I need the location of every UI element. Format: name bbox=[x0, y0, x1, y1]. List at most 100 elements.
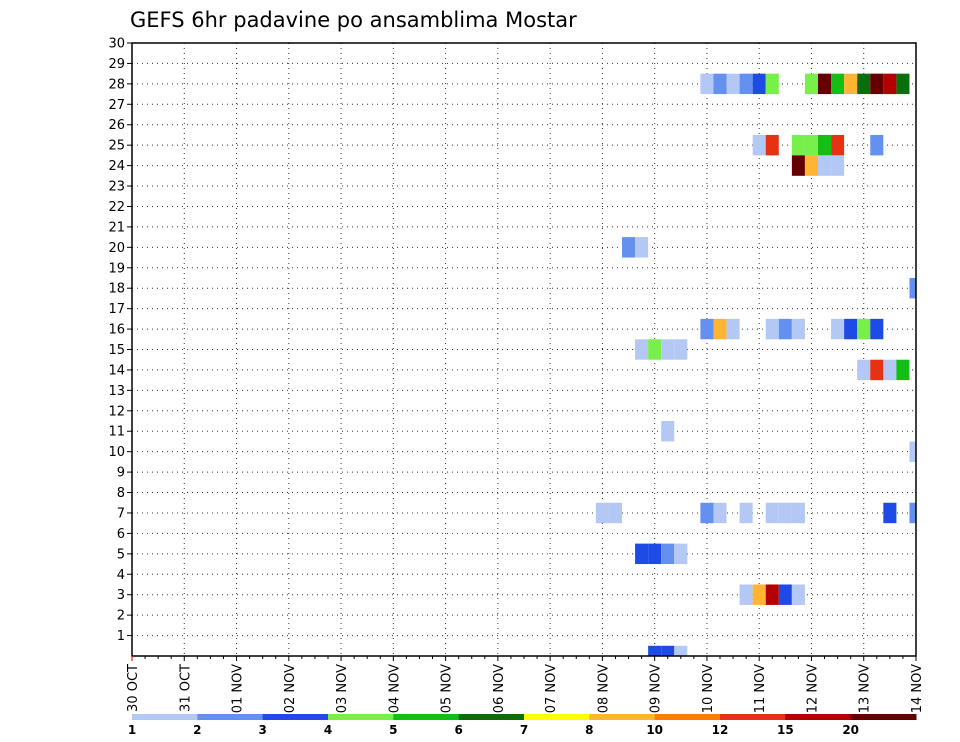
legend-level-label: 4 bbox=[324, 723, 332, 737]
precip-cell bbox=[765, 73, 779, 95]
precip-cell bbox=[883, 502, 897, 524]
y-tick-label: 13 bbox=[108, 384, 125, 399]
y-tick-label: 20 bbox=[108, 241, 125, 256]
precip-cell bbox=[883, 73, 897, 95]
precip-cell bbox=[595, 502, 609, 524]
precip-cell bbox=[713, 318, 727, 340]
legend-swatch bbox=[785, 714, 852, 720]
precip-cell bbox=[870, 359, 884, 381]
precip-cell bbox=[648, 543, 662, 565]
precip-cell bbox=[844, 73, 858, 95]
legend-level-label: 15 bbox=[777, 723, 794, 737]
y-axis: 1234567891011121314151617181920212223242… bbox=[108, 37, 132, 644]
legend-swatch bbox=[197, 714, 264, 720]
x-tick-label: 13 NOV bbox=[858, 664, 873, 713]
x-tick-label: 09 NOV bbox=[649, 664, 664, 713]
precip-cell bbox=[778, 584, 792, 605]
precip-cell bbox=[791, 318, 805, 340]
y-tick-label: 16 bbox=[108, 323, 125, 338]
y-tick-label: 7 bbox=[117, 506, 125, 521]
precip-cell bbox=[661, 421, 675, 442]
legend-level-label: 12 bbox=[712, 723, 729, 737]
precip-cell bbox=[857, 359, 871, 381]
precip-cell bbox=[831, 155, 845, 176]
y-tick-label: 9 bbox=[117, 466, 125, 481]
precip-cell bbox=[896, 359, 910, 381]
y-tick-label: 4 bbox=[117, 568, 125, 583]
y-tick-label: 8 bbox=[117, 486, 125, 501]
y-tick-label: 3 bbox=[117, 588, 125, 603]
legend-swatch bbox=[393, 714, 460, 720]
x-tick-label: 07 NOV bbox=[544, 664, 559, 713]
x-tick-label: 10 NOV bbox=[701, 664, 716, 713]
precip-cell bbox=[778, 318, 792, 340]
legend-swatch bbox=[524, 714, 590, 720]
precip-cell bbox=[635, 339, 649, 360]
legend-level-label: 6 bbox=[454, 723, 462, 737]
y-tick-label: 28 bbox=[108, 77, 125, 92]
precip-cell bbox=[661, 339, 675, 360]
precip-cell bbox=[726, 73, 740, 95]
precip-cell bbox=[700, 318, 714, 340]
precip-cell bbox=[661, 645, 675, 656]
precip-cell bbox=[608, 502, 622, 524]
y-tick-label: 22 bbox=[108, 200, 125, 215]
y-tick-label: 12 bbox=[108, 404, 125, 419]
x-tick-label: 12 NOV bbox=[805, 664, 820, 713]
precip-cell bbox=[870, 134, 884, 156]
y-tick-label: 19 bbox=[108, 261, 125, 276]
legend-level-label: 5 bbox=[389, 723, 397, 737]
legend-swatch bbox=[132, 714, 198, 720]
legend-swatch bbox=[262, 714, 329, 720]
precip-cell bbox=[857, 73, 871, 95]
precip-cell bbox=[674, 543, 688, 565]
precip-cell bbox=[661, 543, 675, 565]
x-tick-label: 06 NOV bbox=[492, 664, 507, 713]
precip-cell bbox=[883, 359, 897, 381]
y-tick-label: 1 bbox=[117, 629, 125, 644]
precip-cell bbox=[791, 502, 805, 524]
precip-cell bbox=[791, 155, 805, 176]
y-tick-label: 26 bbox=[108, 118, 125, 133]
precip-cell bbox=[909, 441, 916, 462]
precip-cell bbox=[752, 73, 766, 95]
y-tick-label: 10 bbox=[108, 445, 125, 460]
precip-cell bbox=[818, 155, 832, 176]
precip-cell bbox=[831, 318, 845, 340]
y-tick-label: 17 bbox=[108, 302, 125, 317]
precip-cell bbox=[648, 339, 662, 360]
x-tick-label: 14 NOV bbox=[910, 664, 925, 713]
precip-cell bbox=[700, 73, 714, 95]
precip-cell bbox=[857, 318, 871, 340]
x-tick-label: 03 NOV bbox=[335, 664, 350, 713]
precip-cell bbox=[778, 502, 792, 524]
precip-cell bbox=[635, 543, 649, 565]
precip-cell bbox=[674, 339, 688, 360]
x-tick-label: 05 NOV bbox=[440, 664, 455, 713]
precip-cell bbox=[765, 134, 779, 156]
legend-level-label: 20 bbox=[842, 723, 859, 737]
x-tick-label: 01 NOV bbox=[231, 664, 246, 713]
x-tick-label: 11 NOV bbox=[753, 664, 768, 713]
y-tick-label: 27 bbox=[108, 98, 125, 113]
y-tick-label: 23 bbox=[108, 180, 125, 195]
legend-level-label: 3 bbox=[258, 723, 266, 737]
precip-cell bbox=[739, 73, 753, 95]
precip-cell bbox=[804, 134, 818, 156]
precip-cell bbox=[818, 73, 832, 95]
legend-level-label: 8 bbox=[585, 723, 593, 737]
y-tick-label: 5 bbox=[117, 547, 125, 562]
precip-cell bbox=[765, 584, 779, 605]
x-tick-label: 31 OCT bbox=[178, 664, 193, 712]
legend-swatch bbox=[654, 714, 721, 720]
color-legend: 1 2 3 4 5 6 7 8 10 12 15 20 bbox=[128, 714, 917, 737]
precip-cell bbox=[648, 645, 662, 656]
precip-cell bbox=[791, 134, 805, 156]
y-tick-label: 25 bbox=[108, 139, 125, 154]
legend-swatch bbox=[458, 714, 525, 720]
legend-level-label: 2 bbox=[193, 723, 201, 737]
precip-cell bbox=[909, 277, 916, 299]
precip-cell bbox=[765, 502, 779, 524]
precip-cell bbox=[622, 237, 636, 258]
